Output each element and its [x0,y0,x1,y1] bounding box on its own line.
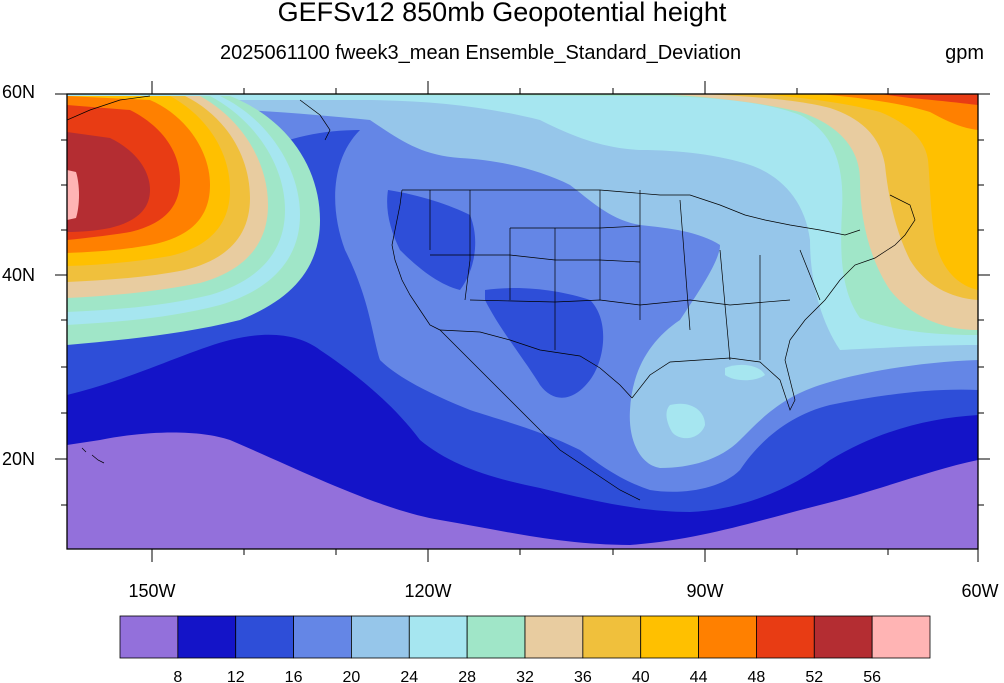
colorbar-swatch [698,615,757,659]
map-subtitle: 2025061100 fweek3_mean Ensemble_Standard… [220,42,742,64]
colorbar-label: 52 [805,669,823,683]
colorbar-swatch [177,615,237,659]
colorbar-label: 16 [285,669,303,683]
colorbar-swatch [466,615,526,659]
contour-fill [67,94,978,549]
colorbar-swatch [582,615,642,659]
colorbar-swatch [293,615,352,659]
units-label: gpm [945,42,984,64]
lon-label-150w: 150W [128,581,175,601]
coastlines [67,95,916,501]
lat-ticks [55,93,990,506]
colorbar-label: 56 [863,669,881,683]
colorbar-label: 8 [173,669,182,683]
map-title: GEFSv12 850mb Geopotential height [277,0,727,27]
colorbar-swatch [351,615,410,659]
colorbar-label: 28 [458,669,476,683]
colorbar-label: 32 [516,669,534,683]
colorbar-label: 40 [632,669,650,683]
colorbar-swatch [640,615,699,659]
lon-label-120w: 120W [404,581,451,601]
colorbar-swatch [119,615,179,659]
colorbar: 8 12 16 20 24 28 32 36 40 44 48 52 56 [119,615,931,683]
colorbar-label: 20 [343,669,361,683]
colorbar-swatch [235,615,294,659]
lat-label-60n: 60N [2,82,35,102]
colorbar-swatch [408,615,468,659]
colorbar-swatch [756,615,815,659]
colorbar-label: 48 [748,669,766,683]
map-frame [66,93,979,550]
colorbar-swatch [813,615,873,659]
colorbar-label: 44 [690,669,708,683]
lat-label-20n: 20N [2,449,35,469]
lon-ticks [151,81,979,562]
lat-label-40n: 40N [2,265,35,285]
colorbar-label: 36 [574,669,592,683]
colorbar-label: 24 [400,669,418,683]
lon-label-90w: 90W [686,581,723,601]
colorbar-swatch [524,615,584,659]
colorbar-label: 12 [227,669,245,683]
colorbar-swatch [871,615,931,659]
lon-label-60w: 60W [961,581,998,601]
